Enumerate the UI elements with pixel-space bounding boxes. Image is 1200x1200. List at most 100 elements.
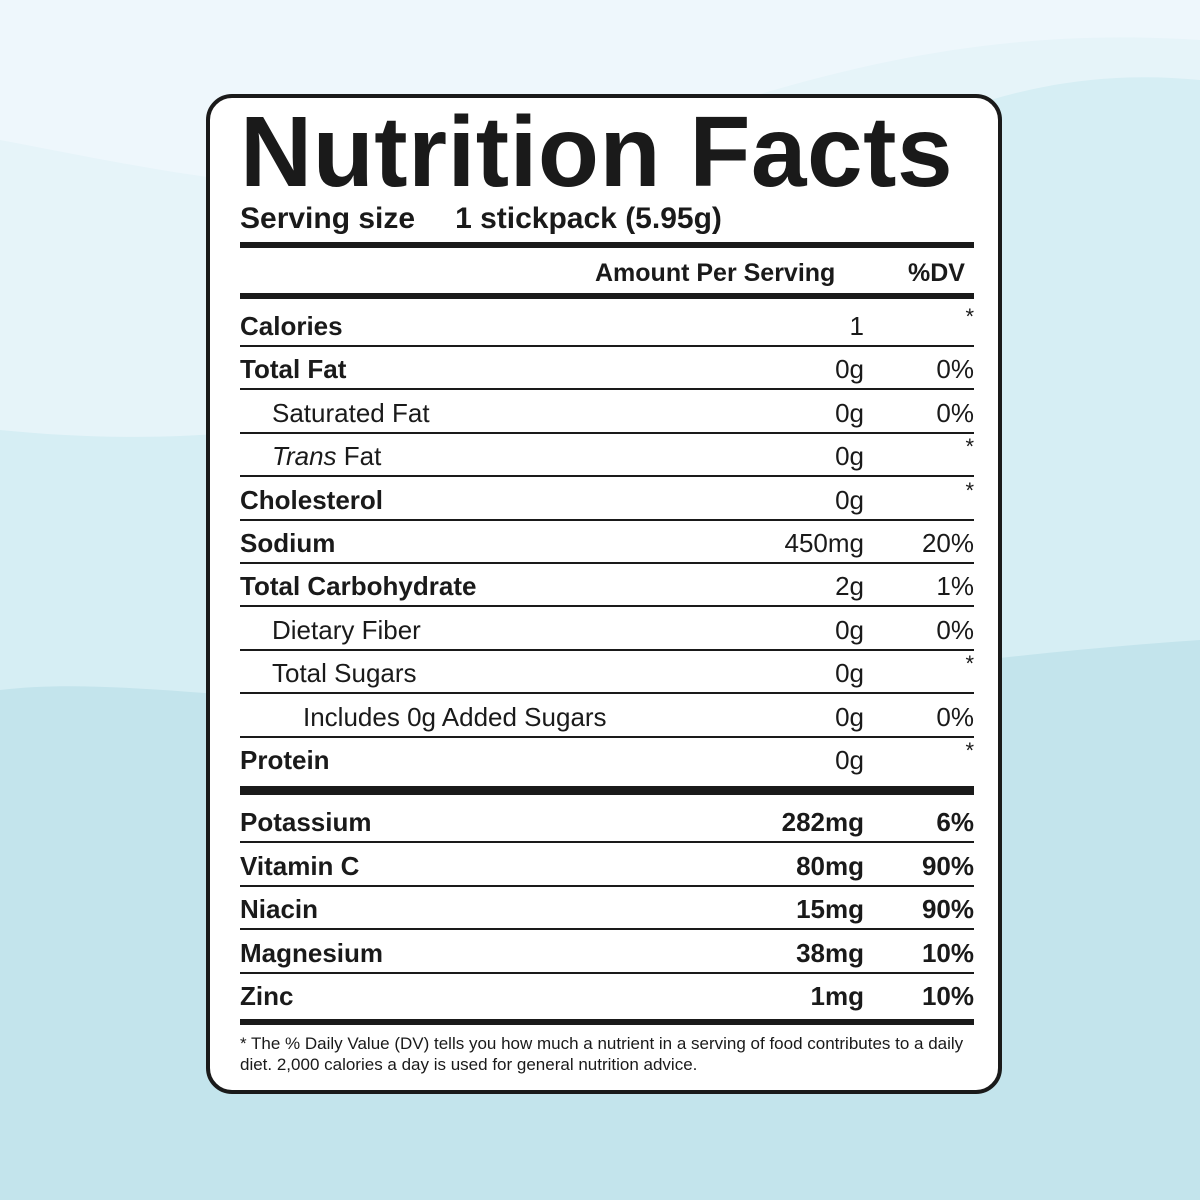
row-divider <box>240 735 974 738</box>
nutrient-amount: 0g <box>835 745 864 775</box>
row-divider <box>240 692 974 695</box>
nutrient-name-text: Dietary Fiber <box>272 614 421 645</box>
thick-divider-header <box>240 293 974 299</box>
nutrient-name-italic: Trans <box>272 441 337 472</box>
nutrient-name: Sodium <box>240 528 335 559</box>
nutrient-dv: 0% <box>936 354 974 385</box>
nutrient-row: Cholesterol 0g * <box>240 475 974 521</box>
nutrient-dv: 90% <box>921 850 974 881</box>
thick-divider-bottom <box>240 1019 974 1025</box>
nutrient-amount: 1mg <box>810 981 864 1011</box>
nutrient-dv: 10% <box>921 981 974 1011</box>
nutrient-dv: 0% <box>936 701 974 732</box>
row-divider <box>240 884 974 887</box>
nutrient-amount: 0g <box>835 484 864 515</box>
nutrient-name: Cholesterol <box>240 485 383 516</box>
nutrient-name-text: Vitamin C <box>240 850 360 881</box>
nutrient-name: Dietary Fiber <box>272 615 421 646</box>
nutrient-name: Trans Fat <box>272 441 381 472</box>
nutrient-dv: * <box>965 477 974 503</box>
nutrient-name: Saturated Fat <box>272 398 430 429</box>
nutrient-name-text: Total Fat <box>240 354 347 385</box>
footnote: * The % Daily Value (DV) tells you how m… <box>240 1034 964 1074</box>
nutrient-name-text: Sodium <box>240 528 336 558</box>
nutrient-amount: 15mg <box>796 894 864 924</box>
nutrient-name-text: Calories <box>240 311 343 341</box>
nutrient-name: Vitamin C <box>240 851 359 882</box>
nutrient-amount: 38mg <box>796 937 864 968</box>
row-divider <box>240 475 974 478</box>
nutrient-name-text: Potassium <box>240 807 372 837</box>
nutrient-dv: * <box>965 434 974 460</box>
thick-divider-top <box>240 242 974 248</box>
nutrient-name-text: Protein <box>240 745 330 775</box>
row-divider <box>240 605 974 608</box>
label-title: Nutrition Facts <box>240 96 954 208</box>
nutrient-amount: 80mg <box>796 850 864 881</box>
nutrient-row: Potassium 282mg 6% <box>240 797 974 843</box>
nutrient-name: Includes 0g Added Sugars <box>303 702 607 733</box>
nutrient-amount: 0g <box>835 441 864 472</box>
nutrient-dv: 0% <box>936 397 974 428</box>
amount-per-serving-header: Amount Per Serving <box>595 259 836 287</box>
nutrient-row: Total Sugars 0g * <box>240 648 974 695</box>
nutrient-dv: * <box>965 304 974 329</box>
nutrient-name: Total Sugars <box>272 658 417 689</box>
nutrient-name: Niacin <box>240 894 318 925</box>
nutrient-row: Dietary Fiber 0g 0% <box>240 605 974 651</box>
nutrient-row: Zinc 1mg 10% <box>240 971 974 1014</box>
nutrient-name-text: Fat <box>336 441 382 472</box>
nutrient-name: Total Fat <box>240 354 346 385</box>
nutrient-amount: 0g <box>835 354 864 385</box>
row-divider <box>240 345 974 347</box>
row-divider <box>240 518 974 521</box>
nutrient-amount: 282mg <box>781 807 864 837</box>
nutrient-row: Vitamin C 80mg 90% <box>240 841 974 887</box>
nutrient-row: Saturated Fat 0g 0% <box>240 388 974 434</box>
nutrient-row: Total Fat 0g 0% <box>240 344 974 391</box>
nutrient-name-text: Total Carbohydrate <box>240 571 477 602</box>
nutrient-amount: 0g <box>835 658 864 689</box>
nutrient-amount: 0g <box>835 614 864 645</box>
nutrient-amount: 0g <box>835 397 864 428</box>
nutrient-dv: 90% <box>921 894 974 924</box>
nutrient-row: Protein 0g * <box>240 735 974 778</box>
serving-size-label: Serving size <box>240 202 416 235</box>
dv-header: %DV <box>908 259 965 287</box>
nutrient-dv: 0% <box>936 614 974 645</box>
nutrient-dv: 10% <box>921 937 974 968</box>
nutrient-name-text: Magnesium <box>240 937 384 968</box>
nutrient-amount: 0g <box>835 701 864 732</box>
nutrient-amount: 450mg <box>784 528 865 558</box>
serving-size-value: 1 stickpack (5.95g) <box>455 202 722 235</box>
nutrient-dv: 6% <box>936 807 974 837</box>
nutrient-row: Total Carbohydrate 2g 1% <box>240 561 974 608</box>
nutrient-amount: 1 <box>849 311 864 341</box>
nutrient-name-text: Total Sugars <box>272 658 417 689</box>
nutrient-name: Zinc <box>240 981 293 1012</box>
nutrient-amount: 2g <box>835 571 864 602</box>
row-divider <box>240 928 974 930</box>
nutrient-name: Protein <box>240 745 330 776</box>
nutrient-row: Magnesium 38mg 10% <box>240 928 974 974</box>
serving-size: Serving size 1 stickpack (5.95g) <box>240 202 722 236</box>
nutrient-row: Sodium 450mg 20% <box>240 518 974 564</box>
row-divider <box>240 562 974 564</box>
nutrient-name: Magnesium <box>240 938 383 969</box>
nutrient-dv: 20% <box>921 528 974 558</box>
row-divider <box>240 841 974 843</box>
nutrient-dv: * <box>965 651 974 677</box>
nutrition-label-panel <box>206 94 1002 1094</box>
nutrient-row: Niacin 15mg 90% <box>240 884 974 930</box>
nutrient-name: Potassium <box>240 807 372 838</box>
nutrient-dv: * <box>965 738 974 763</box>
nutrient-name-text: Niacin <box>240 894 319 924</box>
thick-divider-vitamins <box>240 786 974 795</box>
nutrient-name: Calories <box>240 311 343 342</box>
row-divider <box>240 431 974 434</box>
nutrient-name-text: Saturated Fat <box>272 397 430 428</box>
nutrient-name-text: Includes 0g Added Sugars <box>303 701 607 732</box>
row-divider <box>240 971 974 974</box>
row-divider <box>240 388 974 391</box>
nutrient-row: Calories 1 * <box>240 301 974 347</box>
